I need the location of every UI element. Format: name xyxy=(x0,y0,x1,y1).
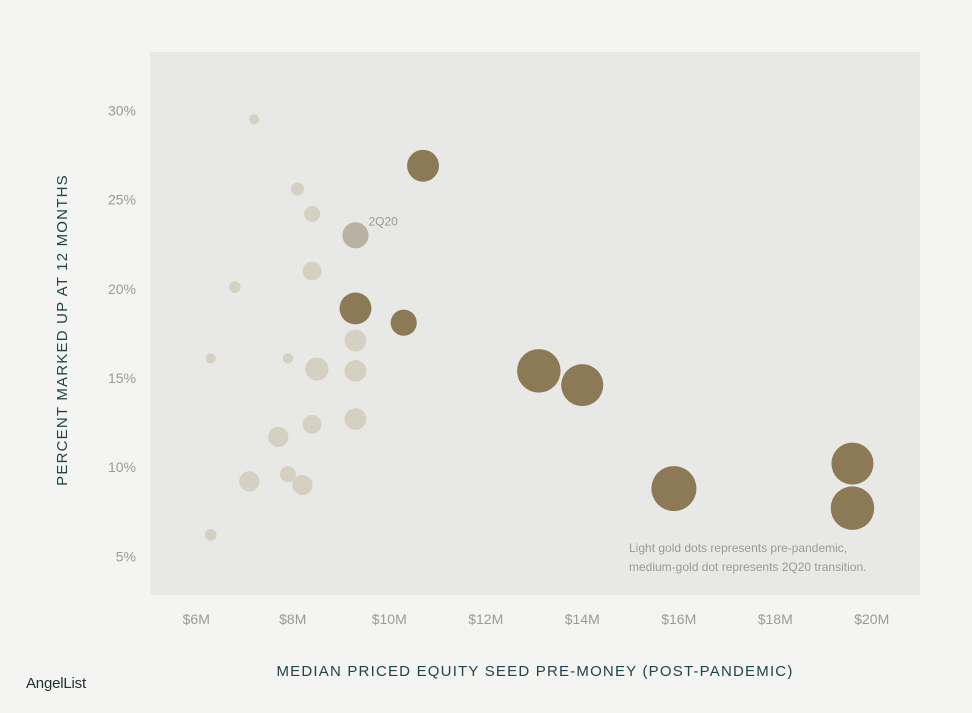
y-axis-ticks: 5% 10% 15% 20% 25% 30% xyxy=(108,103,136,565)
pre-data-point xyxy=(305,357,329,381)
angellist-logo: AngelList xyxy=(26,675,86,692)
x-axis-title: MEDIAN PRICED EQUITY SEED PRE-MONEY (POS… xyxy=(276,663,793,680)
post-data-point xyxy=(517,349,561,393)
x-tick-label: $10M xyxy=(372,611,407,627)
y-tick-label: 20% xyxy=(108,281,136,297)
pre-data-point xyxy=(302,261,322,281)
y-tick-label: 10% xyxy=(108,459,136,475)
pre-data-point xyxy=(344,359,367,382)
data-points xyxy=(204,114,875,541)
pre-data-point xyxy=(292,474,313,496)
post-data-point xyxy=(561,364,604,407)
x-tick-label: $18M xyxy=(758,611,793,627)
x-tick-label: $12M xyxy=(468,611,503,627)
x-axis-ticks: $6M $8M $10M $12M $14M $16M $18M $20M xyxy=(183,611,890,627)
pre-data-point xyxy=(302,414,322,434)
pre-data-point xyxy=(249,114,260,125)
pre-data-point xyxy=(268,426,289,447)
x-tick-label: $16M xyxy=(661,611,696,627)
post-data-point xyxy=(390,309,417,336)
pre-data-point xyxy=(204,529,217,541)
pre-data-point xyxy=(205,353,216,364)
y-tick-label: 15% xyxy=(108,370,136,386)
pre-data-point xyxy=(344,329,367,352)
post-data-point xyxy=(407,149,439,182)
pre-data-point xyxy=(291,182,305,196)
x-tick-label: $6M xyxy=(183,611,210,627)
x-tick-label: $8M xyxy=(279,611,306,627)
plot-area xyxy=(150,52,920,595)
post-data-point xyxy=(339,292,372,325)
y-tick-label: 30% xyxy=(108,103,136,119)
post-data-point xyxy=(830,486,875,530)
chart-note-line-2: medium-gold dot represents 2Q20 transiti… xyxy=(629,560,866,574)
post-data-point xyxy=(651,466,697,512)
y-tick-label: 25% xyxy=(108,192,136,208)
post-data-point xyxy=(831,442,874,485)
annotation-2q20: 2Q20 xyxy=(368,214,398,228)
pre-data-point xyxy=(229,281,241,293)
pre-data-point xyxy=(304,205,321,222)
chart-note-line-1: Light gold dots represents pre-pandemic, xyxy=(629,541,847,555)
pre-data-point xyxy=(282,353,293,364)
y-tick-label: 5% xyxy=(116,548,136,564)
x-tick-label: $20M xyxy=(854,611,889,627)
y-axis-title: PERCENT MARKED UP AT 12 MONTHS xyxy=(54,174,71,486)
pre-data-point xyxy=(239,471,260,492)
x-tick-label: $14M xyxy=(565,611,600,627)
pre-data-point xyxy=(344,408,367,430)
pre-data-point xyxy=(279,466,296,483)
transition-data-point xyxy=(342,222,369,249)
